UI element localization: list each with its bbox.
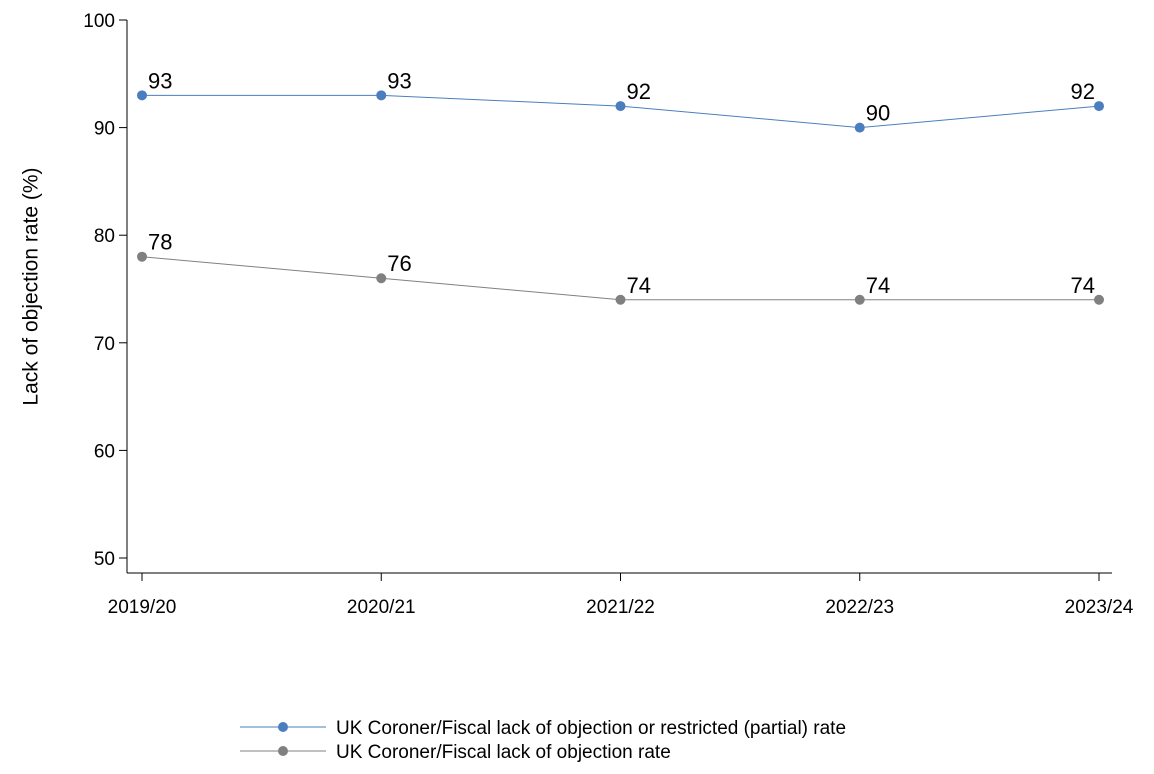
data-label: 93 bbox=[148, 68, 172, 93]
data-label: 76 bbox=[387, 251, 411, 276]
data-point bbox=[1094, 101, 1104, 112]
data-point bbox=[615, 101, 626, 112]
data-label: 90 bbox=[866, 101, 890, 126]
legend-label: UK Coroner/Fiscal lack of objection or r… bbox=[336, 718, 846, 739]
y-axis: 50 60 70 80 90 100 bbox=[83, 11, 128, 573]
data-point bbox=[376, 273, 387, 284]
data-label: 92 bbox=[1071, 79, 1095, 104]
series-2: 78 76 74 74 74 bbox=[137, 230, 1104, 305]
data-label: 78 bbox=[148, 230, 172, 255]
data-label: 74 bbox=[627, 273, 651, 298]
y-tick-label: 60 bbox=[94, 441, 115, 462]
y-tick-label: 50 bbox=[94, 549, 115, 570]
series-line bbox=[141, 256, 1099, 301]
legend-marker bbox=[278, 746, 288, 756]
legend-item: UK Coroner/Fiscal lack of objection or r… bbox=[240, 718, 846, 739]
legend-label: UK Coroner/Fiscal lack of objection rate bbox=[336, 742, 671, 763]
data-point bbox=[854, 122, 865, 133]
data-point bbox=[615, 294, 626, 305]
y-tick-label: 70 bbox=[94, 334, 115, 355]
x-tick-label: 2023/24 bbox=[1065, 597, 1134, 618]
data-point bbox=[1094, 294, 1104, 305]
x-tick-label: 2021/22 bbox=[586, 597, 655, 618]
y-axis-title: Lack of objection rate (%) bbox=[19, 167, 42, 405]
legend-item: UK Coroner/Fiscal lack of objection rate bbox=[240, 742, 671, 763]
series-1: 93 93 92 90 92 bbox=[137, 68, 1104, 133]
x-tick-label: 2019/20 bbox=[108, 597, 177, 618]
x-tick-label: 2022/23 bbox=[825, 597, 894, 618]
x-axis: 2019/20 2020/21 2021/22 2022/23 2023/24 bbox=[108, 572, 1134, 618]
data-label: 74 bbox=[1071, 273, 1095, 298]
legend: UK Coroner/Fiscal lack of objection or r… bbox=[240, 718, 846, 763]
y-tick-label: 100 bbox=[83, 11, 115, 32]
data-point bbox=[854, 294, 865, 305]
series-line bbox=[142, 94, 1100, 129]
legend-marker bbox=[278, 722, 288, 732]
data-label: 92 bbox=[627, 79, 651, 104]
data-point bbox=[137, 90, 147, 101]
data-label: 93 bbox=[387, 68, 411, 93]
y-tick-label: 90 bbox=[94, 119, 115, 140]
series-layer: 93 93 92 90 92 78 76 74 74 74 bbox=[137, 68, 1104, 305]
y-tick-label: 80 bbox=[94, 226, 115, 247]
data-point bbox=[376, 90, 387, 101]
data-label: 74 bbox=[866, 273, 890, 298]
x-tick-label: 2020/21 bbox=[347, 597, 416, 618]
data-point bbox=[137, 251, 147, 262]
